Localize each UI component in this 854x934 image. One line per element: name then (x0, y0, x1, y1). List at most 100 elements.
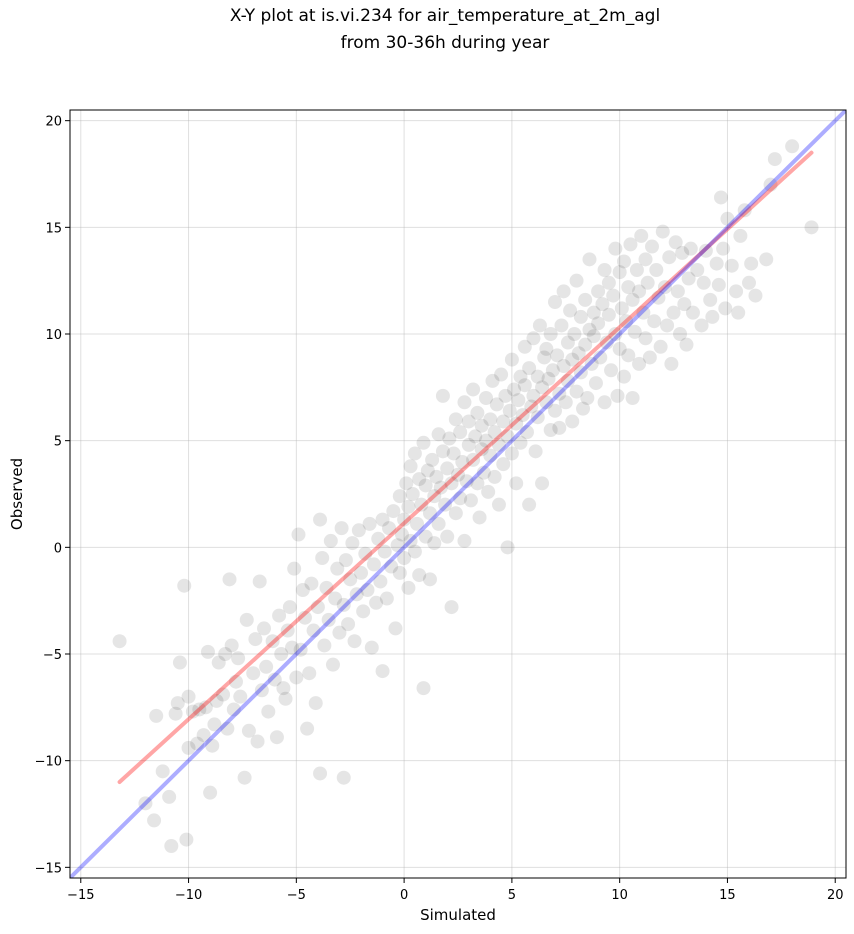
scatter-point (621, 348, 636, 363)
scatter-point (625, 292, 640, 307)
scatter-point (457, 533, 472, 548)
x-tick-label: −5 (287, 888, 306, 903)
scatter-point (550, 348, 565, 363)
scatter-point (565, 414, 580, 429)
scatter-point (362, 516, 377, 531)
scatter-point (390, 538, 405, 553)
scatter-point (474, 418, 489, 433)
scatter-point (338, 553, 353, 568)
scatter-point (427, 536, 442, 551)
scatter-point (554, 318, 569, 333)
scatter-point (392, 489, 407, 504)
scatter-point (632, 356, 647, 371)
scatter-point (528, 444, 543, 459)
scatter-point (399, 476, 414, 491)
scatter-point (675, 245, 690, 260)
scatter-point (332, 625, 347, 640)
scatter-point (334, 521, 349, 536)
scatter-point (181, 689, 196, 704)
scatter-point (347, 634, 362, 649)
scatter-point (205, 738, 220, 753)
scatter-point (250, 734, 265, 749)
scatter-point (548, 403, 562, 418)
scatter-point (685, 305, 700, 320)
scatter-point (448, 412, 463, 427)
scatter-point (513, 435, 528, 450)
scatter-point (733, 228, 748, 243)
scatter-point (351, 523, 366, 538)
scatter-point (582, 322, 597, 337)
scatter-point (358, 546, 373, 561)
scatter-point (785, 139, 800, 154)
scatter-point (466, 452, 481, 467)
y-axis-ticks: −15 −10 −5 0 5 10 15 20 (35, 115, 70, 876)
scatter-point (313, 512, 328, 527)
scatter-point (539, 395, 554, 410)
scatter-point (198, 700, 213, 715)
scatter-point (522, 497, 537, 512)
scatter-point (491, 437, 506, 452)
scatter-point (601, 307, 616, 322)
scatter-point (203, 785, 218, 800)
scatter-point (325, 657, 340, 672)
scatter-point (578, 292, 593, 307)
scatter-point (524, 399, 539, 414)
x-tick-label: 15 (719, 888, 736, 903)
scatter-point (640, 275, 655, 290)
scatter-point (416, 681, 431, 696)
scatter-point (397, 551, 412, 565)
scatter-point (196, 728, 211, 743)
scatter-point (655, 224, 670, 239)
scatter-point (683, 241, 698, 256)
x-axis-label: Simulated (420, 906, 496, 924)
scatter-point (711, 277, 726, 292)
scatter-point (379, 591, 394, 606)
scatter-point (435, 388, 450, 403)
scatter-point (479, 433, 494, 448)
scatter-point (267, 672, 282, 687)
y-tick-label: 5 (54, 435, 62, 450)
scatter-point (405, 487, 420, 501)
scatter-point (356, 604, 371, 619)
scatter-point (489, 397, 504, 412)
scatter-point (742, 275, 756, 290)
scatter-point (304, 576, 319, 591)
scatter-point (504, 352, 519, 367)
scatter-point (507, 382, 522, 397)
scatter-point (185, 704, 200, 719)
scatter-point (257, 621, 271, 636)
scatter-point (636, 305, 651, 320)
scatter-point (604, 363, 619, 378)
scatter-point (513, 369, 528, 384)
scatter-point (451, 467, 465, 482)
scatter-point (612, 341, 627, 356)
scatter-point (498, 388, 513, 403)
scatter-point (377, 544, 392, 559)
scatter-point (246, 666, 261, 681)
y-tick-label: −10 (35, 755, 62, 770)
scatter-point (190, 736, 205, 751)
scatter-point (558, 395, 573, 410)
scatter-point (321, 612, 336, 627)
scatter-point (545, 363, 560, 378)
x-tick-label: 0 (400, 888, 408, 903)
scatter-point (668, 235, 683, 250)
x-tick-label: 5 (508, 888, 516, 903)
scatter-point (349, 587, 364, 602)
scatter-point (181, 740, 196, 755)
scatter-point (366, 557, 381, 572)
scatter-point (610, 388, 625, 403)
scatter-point (431, 427, 446, 442)
scatter-point (543, 327, 558, 341)
scatter-point (412, 568, 427, 583)
scatter-point (228, 674, 243, 689)
scatter-point (541, 371, 556, 386)
scatter-point (401, 580, 416, 595)
scatter-point (487, 469, 502, 484)
scatter-point (606, 288, 621, 303)
scatter-point (254, 683, 269, 698)
scatter-point (552, 386, 567, 401)
scatter-point (438, 497, 453, 512)
scatter-point (211, 655, 226, 670)
scatter-point (673, 327, 688, 341)
